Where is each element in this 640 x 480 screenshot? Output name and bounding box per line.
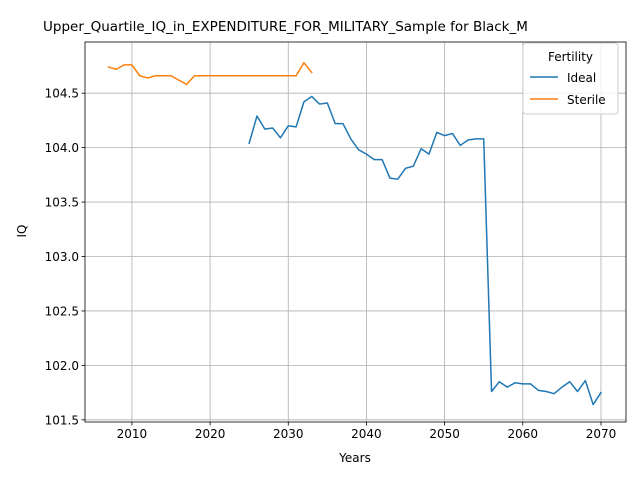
x-tick-label: 2040 <box>351 427 382 441</box>
legend: Fertility Ideal Sterile <box>522 42 619 115</box>
legend-label-sterile: Sterile <box>567 93 606 107</box>
x-axis-ticks: 2010 2020 2030 2040 2050 2060 2070 <box>117 422 617 441</box>
x-tick-label: 2010 <box>117 427 148 441</box>
legend-title: Fertility <box>548 50 593 64</box>
grid <box>85 42 626 422</box>
series-line-ideal <box>248 95 603 406</box>
x-tick-label: 2020 <box>195 427 226 441</box>
plot-frame <box>84 41 627 423</box>
y-tick-label: 101.5 <box>45 413 79 427</box>
y-tick-label: 102.5 <box>45 304 79 318</box>
x-tick-label: 2050 <box>429 427 460 441</box>
x-tick-label: 2030 <box>273 427 304 441</box>
x-axis-label: Years <box>338 451 371 465</box>
x-tick-label: 2070 <box>586 427 617 441</box>
series-lines <box>107 61 603 406</box>
y-tick-label: 104.0 <box>45 141 79 155</box>
x-tick-label: 2060 <box>508 427 539 441</box>
legend-label-ideal: Ideal <box>567 71 596 85</box>
legend-frame <box>522 42 619 115</box>
y-tick-label: 102.0 <box>45 359 79 373</box>
y-tick-label: 104.5 <box>45 87 79 101</box>
chart-title: Upper_Quartile_IQ_in_EXPENDITURE_FOR_MIL… <box>43 19 528 35</box>
axes <box>84 41 627 423</box>
y-axis-ticks: 101.5 102.0 102.5 103.0 103.5 104.0 104.5 <box>45 87 85 427</box>
series-line-sterile <box>107 61 313 86</box>
y-tick-label: 103.0 <box>45 250 79 264</box>
y-axis-label: IQ <box>15 225 29 238</box>
y-tick-label: 103.5 <box>45 196 79 210</box>
